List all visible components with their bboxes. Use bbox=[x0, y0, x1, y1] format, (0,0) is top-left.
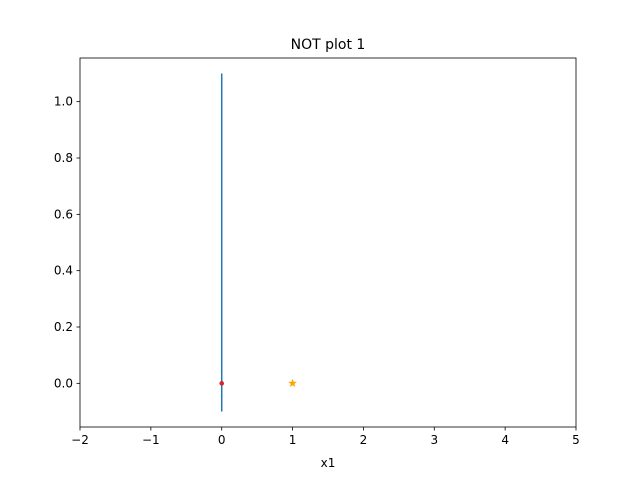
x-tick-label: −2 bbox=[71, 433, 89, 447]
y-tick-label: 0.4 bbox=[54, 264, 73, 278]
y-tick-label: 0.8 bbox=[54, 151, 73, 165]
orange-star-point bbox=[288, 378, 297, 388]
x-tick-label: 2 bbox=[360, 433, 368, 447]
x-tick-label: 5 bbox=[572, 433, 580, 447]
x-axis-ticks: −2 −1 0 1 2 3 4 5 bbox=[71, 427, 580, 447]
chart-title: NOT plot 1 bbox=[291, 37, 366, 53]
x-tick-label: −1 bbox=[142, 433, 160, 447]
plot-frame bbox=[79, 57, 577, 428]
x-tick-label: 1 bbox=[289, 433, 297, 447]
red-dot-point bbox=[219, 381, 225, 386]
y-axis-ticks: 0.0 0.2 0.4 0.6 0.8 1.0 bbox=[54, 95, 80, 390]
x-tick-label: 4 bbox=[501, 433, 509, 447]
chart-marks bbox=[219, 73, 297, 412]
y-tick-label: 0.0 bbox=[54, 376, 73, 390]
x-axis-label: x1 bbox=[321, 456, 336, 470]
y-tick-label: 0.2 bbox=[54, 320, 73, 334]
y-tick-label: 0.6 bbox=[54, 207, 73, 221]
y-tick-label: 1.0 bbox=[54, 95, 73, 109]
x-tick-label: 3 bbox=[430, 433, 438, 447]
plot-area bbox=[80, 58, 576, 427]
x-tick-label: 0 bbox=[218, 433, 226, 447]
